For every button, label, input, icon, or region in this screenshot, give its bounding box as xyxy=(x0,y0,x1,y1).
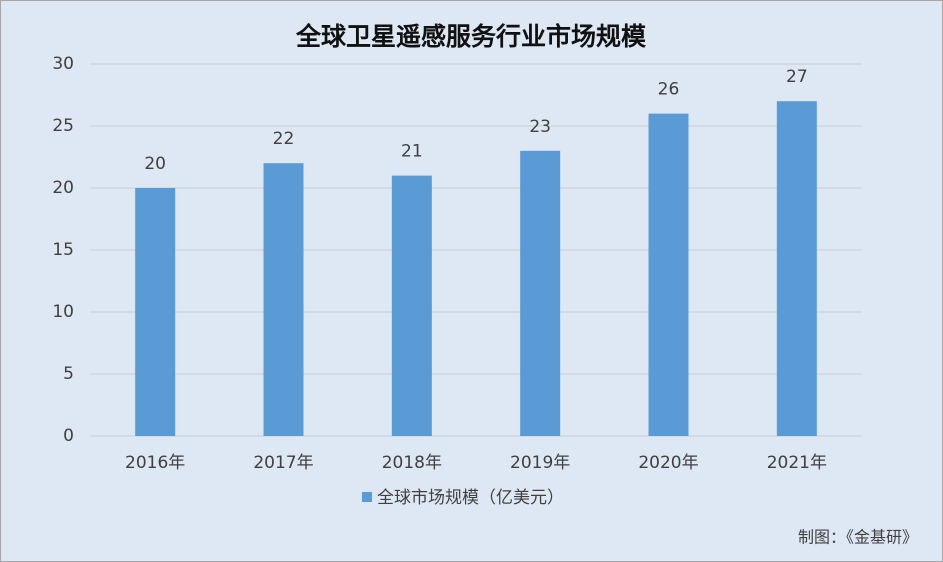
data-label: 22 xyxy=(273,129,295,149)
bar xyxy=(263,163,304,436)
y-tick-label: 5 xyxy=(63,364,74,384)
source-note: 制图：《金基研》 xyxy=(798,528,918,547)
data-label: 23 xyxy=(529,117,551,137)
chart-title: 全球卫星遥感服务行业市场规模 xyxy=(295,22,647,51)
y-tick-label: 0 xyxy=(63,426,74,446)
x-tick-label: 2017年 xyxy=(253,453,313,473)
y-tick-label: 25 xyxy=(52,116,74,136)
data-label: 20 xyxy=(144,154,166,174)
x-tick-label: 2016年 xyxy=(125,453,185,473)
y-tick-label: 15 xyxy=(52,240,74,260)
y-tick-label: 30 xyxy=(52,54,74,74)
x-tick-label: 2018年 xyxy=(382,453,442,473)
data-label: 27 xyxy=(786,67,808,87)
data-label: 21 xyxy=(401,142,423,162)
bar xyxy=(520,150,561,437)
x-tick-label: 2020年 xyxy=(638,453,698,473)
y-tick-label: 20 xyxy=(52,178,74,198)
data-label: 26 xyxy=(658,80,680,100)
bar xyxy=(391,175,432,436)
x-tick-label: 2019年 xyxy=(510,453,570,473)
x-tick-label: 2021年 xyxy=(767,453,827,473)
legend-swatch xyxy=(362,492,372,502)
bar xyxy=(648,113,689,436)
y-tick-label: 10 xyxy=(52,302,74,322)
bar xyxy=(776,101,817,436)
bar xyxy=(135,188,176,436)
legend-label: 全球市场规模（亿美元） xyxy=(377,488,564,508)
